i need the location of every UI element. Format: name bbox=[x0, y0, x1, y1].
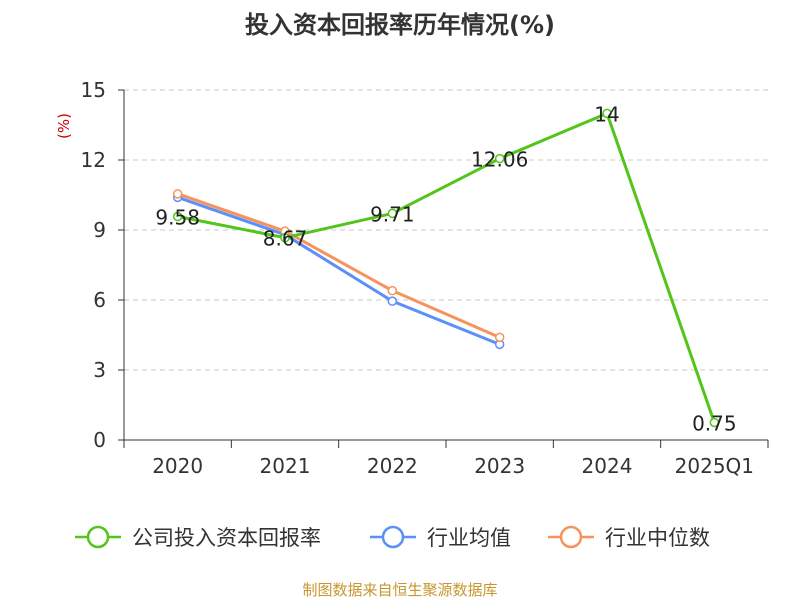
chart-title: 投入资本回报率历年情况(%) bbox=[245, 11, 555, 39]
legend-marker-icon bbox=[381, 525, 405, 549]
y-tick-label: 6 bbox=[93, 288, 106, 312]
x-tick-label: 2020 bbox=[152, 454, 203, 478]
y-tick-label: 15 bbox=[81, 78, 106, 102]
data-point bbox=[172, 189, 183, 199]
x-tick-label: 2025Q1 bbox=[675, 454, 754, 478]
data-label: 9.71 bbox=[370, 202, 415, 226]
legend-marker-icon bbox=[559, 525, 583, 549]
series-line bbox=[177, 111, 716, 423]
axes: 0 3 6 9 12 15 2020 2021 2022 2023 2024 2025Q1 bbox=[81, 78, 769, 478]
y-tick-label: 0 bbox=[93, 428, 106, 452]
legend: 公司投入资本回报率 行业均值 行业中位数 bbox=[75, 525, 710, 550]
x-tick-label: 2022 bbox=[367, 454, 418, 478]
legend-marker-icon bbox=[86, 525, 110, 549]
y-tick-label: 3 bbox=[93, 358, 106, 382]
y-tick-label: 9 bbox=[93, 218, 106, 242]
data-label: 12.06 bbox=[471, 148, 528, 172]
data-point bbox=[709, 417, 720, 428]
data-point bbox=[602, 108, 612, 119]
series-group bbox=[172, 108, 720, 428]
y-axis-unit: (%) bbox=[55, 113, 73, 139]
data-point bbox=[387, 208, 398, 219]
data-label: 0.75 bbox=[692, 412, 737, 436]
legend-label: 公司投入资本回报率 bbox=[132, 526, 321, 550]
x-tick-label: 2021 bbox=[260, 454, 311, 478]
x-tick-label: 2023 bbox=[474, 454, 525, 478]
data-point bbox=[387, 296, 398, 306]
legend-label: 行业中位数 bbox=[605, 526, 710, 550]
data-labels: 9.58 8.67 9.71 12.06 14 0.75 bbox=[155, 102, 736, 435]
data-point bbox=[172, 211, 183, 222]
data-label: 8.67 bbox=[263, 227, 308, 251]
source-note: 制图数据来自恒生聚源数据库 bbox=[302, 581, 497, 599]
grid-lines bbox=[124, 89, 768, 371]
data-point bbox=[280, 232, 290, 243]
series-line bbox=[177, 195, 501, 346]
x-tick-label: 2024 bbox=[582, 454, 633, 478]
data-point bbox=[387, 285, 398, 296]
legend-label: 行业均值 bbox=[427, 526, 511, 550]
series-line bbox=[177, 192, 501, 339]
y-tick-label: 12 bbox=[81, 148, 106, 172]
data-label: 9.58 bbox=[155, 205, 200, 229]
data-point bbox=[494, 332, 505, 343]
data-label: 14 bbox=[594, 102, 619, 126]
data-point bbox=[494, 153, 505, 164]
